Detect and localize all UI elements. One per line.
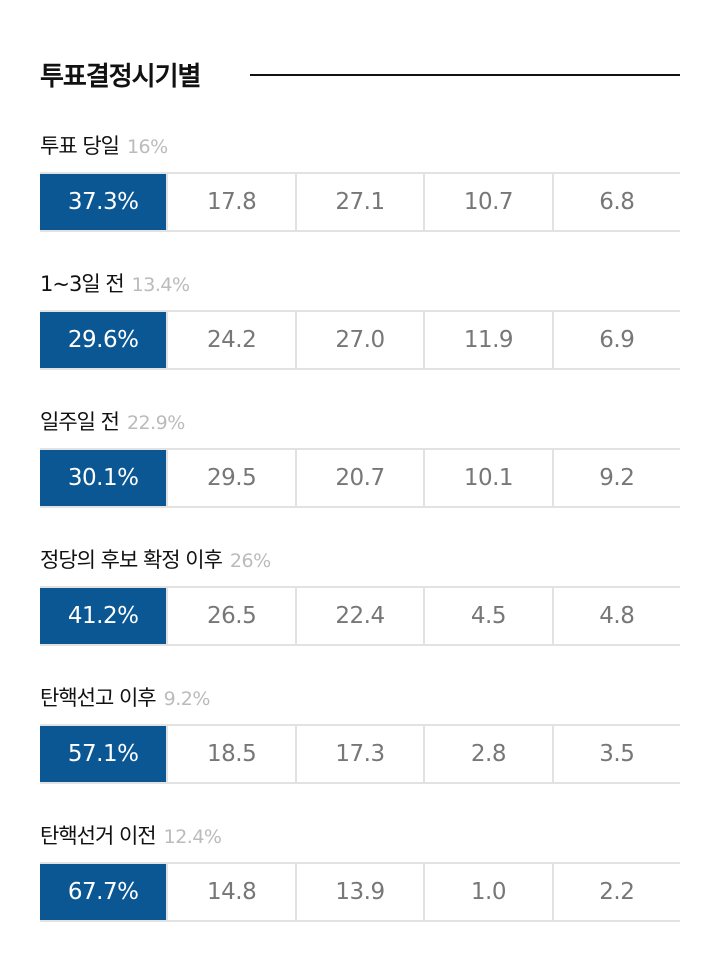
group-share: 9.2% — [163, 688, 211, 710]
table-cell: 18.5 — [168, 726, 297, 782]
table-cell: 67.7% — [40, 864, 169, 920]
group-label: 일주일 전 22.9% — [40, 406, 680, 436]
table-cell: 17.8 — [168, 174, 297, 230]
table-cell: 1.0 — [425, 864, 554, 920]
table-row: 57.1% 18.5 17.3 2.8 3.5 — [40, 724, 680, 784]
table-row: 29.6% 24.2 27.0 11.9 6.9 — [40, 310, 680, 370]
timing-group: 정당의 후보 확정 이후 26% 41.2% 26.5 22.4 4.5 4.8 — [40, 544, 680, 646]
group-label: 투표 당일 16% — [40, 130, 680, 160]
table-cell: 57.1% — [40, 726, 169, 782]
timing-group: 투표 당일 16% 37.3% 17.8 27.1 10.7 6.8 — [40, 130, 680, 232]
group-name: 정당의 후보 확정 이후 — [40, 548, 223, 572]
timing-group: 탄핵선거 이전 12.4% 67.7% 14.8 13.9 1.0 2.2 — [40, 820, 680, 922]
group-share: 12.4% — [163, 826, 222, 848]
group-share: 16% — [126, 136, 168, 158]
table-cell: 29.6% — [40, 312, 169, 368]
table-row: 67.7% 14.8 13.9 1.0 2.2 — [40, 862, 680, 922]
group-label: 1~3일 전 13.4% — [40, 268, 680, 298]
table-cell: 17.3 — [297, 726, 426, 782]
title-divider — [250, 74, 680, 76]
table-cell: 4.8 — [599, 603, 635, 629]
group-name: 투표 당일 — [40, 134, 120, 158]
group-name: 1~3일 전 — [40, 272, 125, 296]
table-row: 37.3% 17.8 27.1 10.7 6.8 — [40, 172, 680, 232]
table-row: 41.2% 26.5 22.4 4.5 4.8 — [40, 586, 680, 646]
group-label: 탄핵선고 이후 9.2% — [40, 682, 680, 712]
group-label: 탄핵선거 이전 12.4% — [40, 820, 680, 850]
table-cell: 6.9 — [599, 327, 635, 353]
group-share: 22.9% — [126, 412, 185, 434]
group-name: 탄핵선고 이후 — [40, 686, 157, 710]
table-cell: 2.8 — [425, 726, 554, 782]
table-cell: 11.9 — [425, 312, 554, 368]
timing-group: 일주일 전 22.9% 30.1% 29.5 20.7 10.1 9.2 — [40, 406, 680, 508]
table-cell: 27.1 — [297, 174, 426, 230]
table-cell: 24.2 — [168, 312, 297, 368]
section-title: 투표결정시기별 — [40, 62, 201, 92]
table-cell: 10.7 — [425, 174, 554, 230]
table-cell: 41.2% — [40, 588, 169, 644]
group-name: 탄핵선거 이전 — [40, 824, 157, 848]
table-cell: 27.0 — [297, 312, 426, 368]
table-cell: 9.2 — [599, 465, 635, 491]
table-row: 30.1% 29.5 20.7 10.1 9.2 — [40, 448, 680, 508]
group-share: 13.4% — [131, 274, 190, 296]
table-cell: 13.9 — [297, 864, 426, 920]
group-label: 정당의 후보 확정 이후 26% — [40, 544, 680, 574]
timing-group: 1~3일 전 13.4% 29.6% 24.2 27.0 11.9 6.9 — [40, 268, 680, 370]
table-cell: 3.5 — [599, 741, 635, 767]
table-cell: 29.5 — [168, 450, 297, 506]
table-cell: 20.7 — [297, 450, 426, 506]
table-cell: 10.1 — [425, 450, 554, 506]
table-cell: 26.5 — [168, 588, 297, 644]
table-cell: 37.3% — [40, 174, 169, 230]
table-cell: 30.1% — [40, 450, 169, 506]
table-cell: 6.8 — [599, 189, 635, 215]
timing-group: 탄핵선고 이후 9.2% 57.1% 18.5 17.3 2.8 3.5 — [40, 682, 680, 784]
table-cell: 22.4 — [297, 588, 426, 644]
group-name: 일주일 전 — [40, 410, 120, 434]
group-share: 26% — [229, 550, 271, 572]
table-cell: 4.5 — [425, 588, 554, 644]
table-cell: 2.2 — [599, 879, 635, 905]
table-cell: 14.8 — [168, 864, 297, 920]
